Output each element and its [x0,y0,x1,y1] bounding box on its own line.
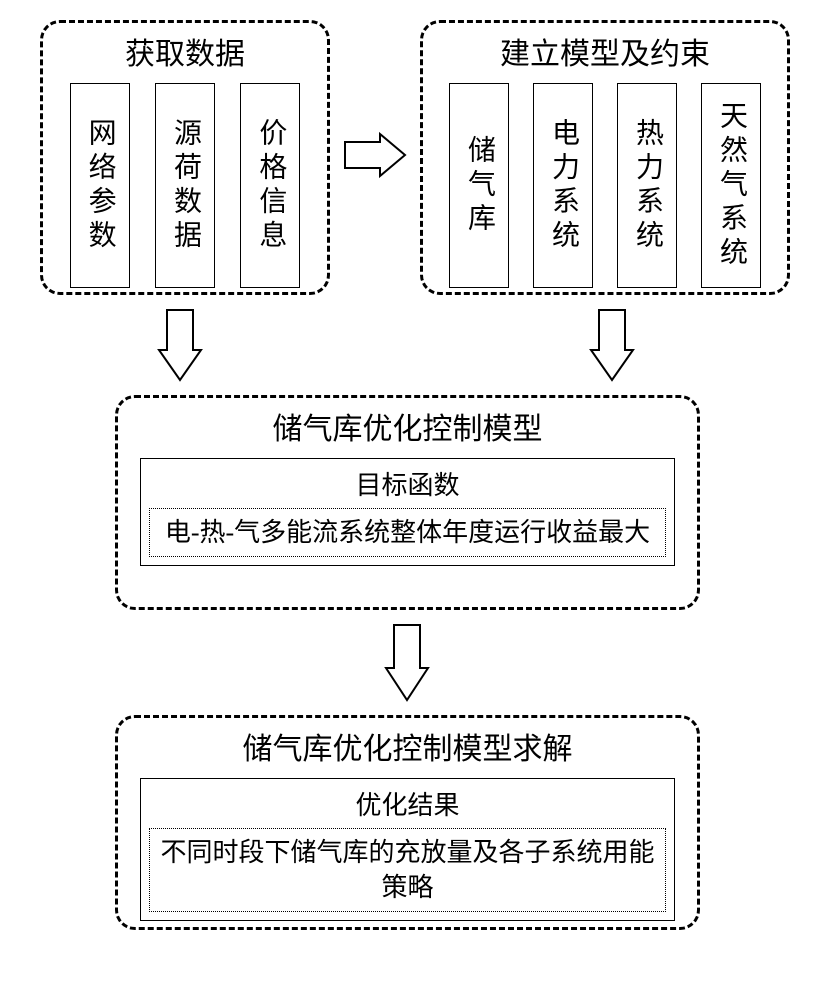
box3-inner: 目标函数 电-热-气多能流系统整体年度运行收益最大 [140,458,675,566]
box3-title: 储气库优化控制模型 [118,398,697,458]
arrow-down-left-icon [155,305,205,385]
box3-sub-title: 目标函数 [141,459,674,508]
box1-item-2: 价格信息 [240,83,300,288]
box4-title: 储气库优化控制模型求解 [118,718,697,778]
box1-item-0: 网络参数 [70,83,130,288]
arrow-right-icon [340,130,410,180]
box-solve-model: 储气库优化控制模型求解 优化结果 不同时段下储气库的充放量及各子系统用能策略 [115,715,700,930]
box-optimization-model: 储气库优化控制模型 目标函数 电-热-气多能流系统整体年度运行收益最大 [115,395,700,610]
box3-sub-body: 电-热-气多能流系统整体年度运行收益最大 [165,518,650,547]
box1-title: 获取数据 [43,23,327,83]
box-acquire-data: 获取数据 网络参数 源荷数据 价格信息 [40,20,330,295]
box1-item-1: 源荷数据 [155,83,215,288]
box4-dotted: 不同时段下储气库的充放量及各子系统用能策略 [149,828,666,912]
box2-item-1: 电力系统 [533,83,593,288]
box2-item-3: 天然气系统 [701,83,761,288]
box4-sub-title: 优化结果 [141,779,674,828]
arrow-down-right-icon [587,305,637,385]
box4-sub-body: 不同时段下储气库的充放量及各子系统用能策略 [160,838,654,902]
box2-title: 建立模型及约束 [423,23,787,83]
box2-item-0: 储气库 [449,83,509,288]
box2-item-2: 热力系统 [617,83,677,288]
box3-dotted: 电-热-气多能流系统整体年度运行收益最大 [149,508,666,557]
box4-inner: 优化结果 不同时段下储气库的充放量及各子系统用能策略 [140,778,675,921]
box-build-model: 建立模型及约束 储气库 电力系统 热力系统 天然气系统 [420,20,790,295]
arrow-down-mid-icon [382,620,432,705]
